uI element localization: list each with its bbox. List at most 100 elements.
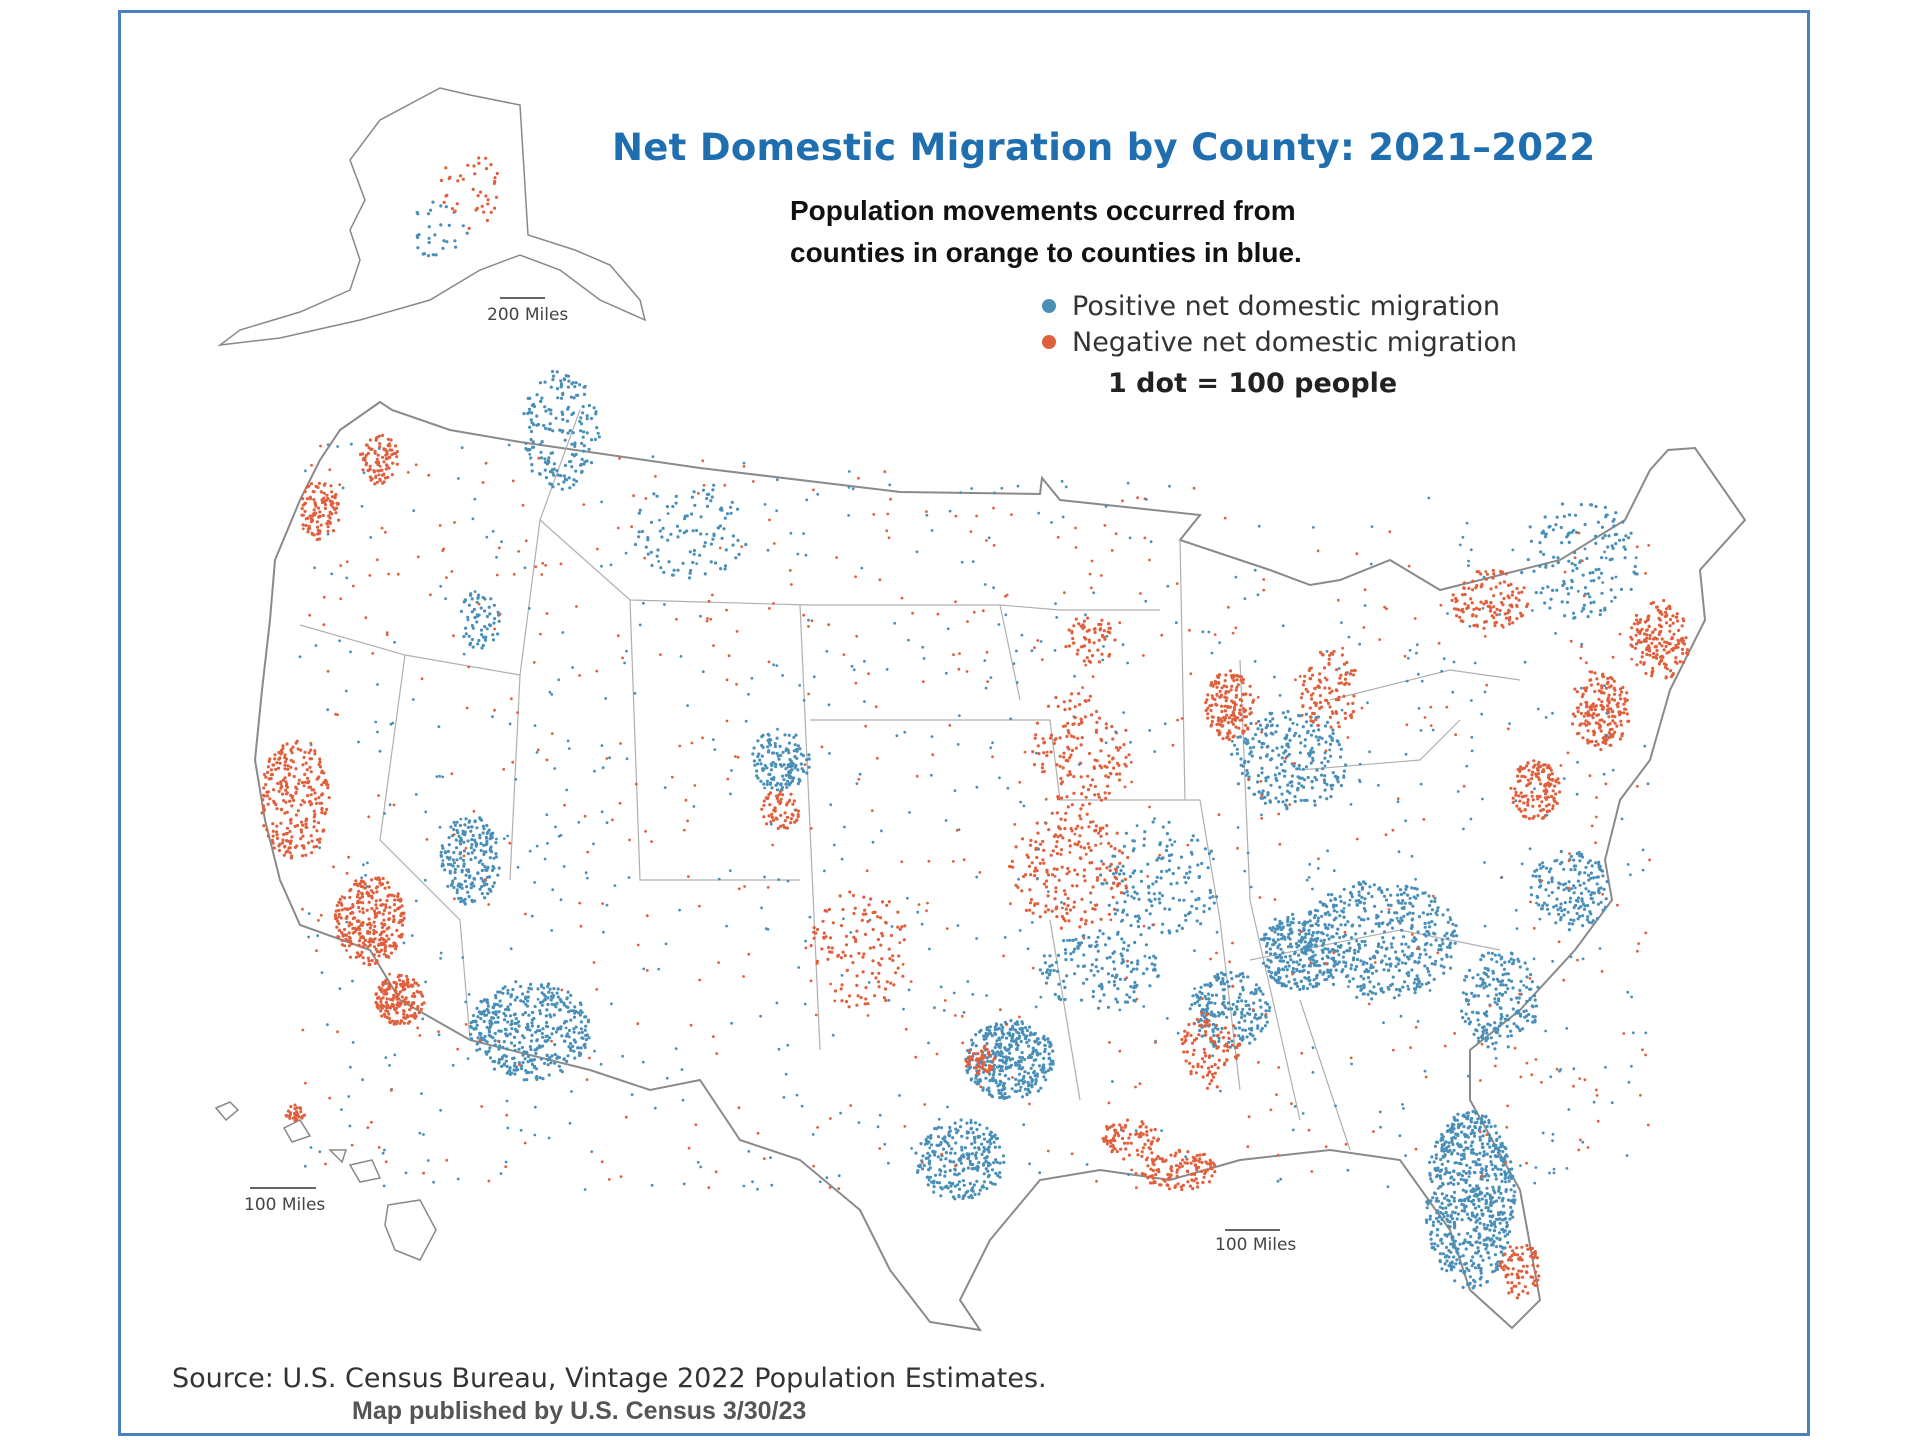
migration-dot: [1027, 1089, 1031, 1093]
migration-dot: [1571, 922, 1575, 926]
migration-dot: [1468, 1166, 1472, 1170]
migration-dot: [1360, 939, 1364, 944]
migration-dot: [939, 1194, 943, 1198]
migration-dot: [463, 879, 467, 883]
migration-dot: [1476, 1246, 1480, 1250]
migration-dot: [1310, 786, 1314, 790]
migration-dot: [827, 703, 831, 707]
migration-dot: [1427, 921, 1431, 925]
migration-dot: [1552, 555, 1556, 559]
migration-dot: [1129, 985, 1133, 989]
migration-dot: [1402, 953, 1406, 957]
migration-dot: [1328, 742, 1333, 747]
migration-dot: [501, 1045, 505, 1049]
migration-dot: [339, 597, 343, 601]
migration-dot: [1472, 1131, 1476, 1135]
migration-dot: [1599, 608, 1603, 613]
migration-dot: [725, 924, 728, 928]
migration-dot: [1529, 893, 1534, 897]
migration-dot: [573, 1005, 577, 1009]
migration-dot: [1488, 1136, 1492, 1140]
migration-dot: [506, 1020, 510, 1024]
migration-dot: [1185, 871, 1189, 876]
migration-dot: [472, 877, 477, 881]
migration-dot: [982, 1180, 987, 1184]
migration-dot: [464, 817, 468, 821]
migration-dot: [1513, 1190, 1517, 1194]
migration-dot: [1135, 824, 1139, 828]
migration-dot: [582, 392, 587, 396]
migration-dot: [1460, 1130, 1464, 1134]
migration-dot: [562, 1057, 566, 1061]
migration-dot: [775, 751, 779, 756]
migration-dot: [460, 868, 464, 873]
migration-dot: [1472, 1227, 1476, 1231]
migration-dot: [1347, 903, 1351, 907]
migration-dot: [438, 825, 442, 829]
migration-dot: [1474, 1220, 1478, 1224]
migration-dot: [1296, 775, 1300, 779]
migration-dot: [1158, 891, 1162, 895]
migration-dot: [1226, 1001, 1230, 1005]
migration-dot: [954, 514, 958, 518]
migration-dot: [1539, 884, 1543, 888]
migration-dot: [637, 530, 641, 534]
migration-dot: [1493, 1165, 1498, 1169]
migration-dot: [1476, 973, 1480, 977]
migration-dot: [1614, 511, 1618, 515]
migration-dot: [1644, 1031, 1648, 1035]
migration-dot: [1442, 1147, 1446, 1151]
migration-dot: [1335, 932, 1339, 936]
migration-dot: [1003, 1074, 1008, 1078]
migration-dot: [1269, 783, 1273, 787]
migration-dot: [508, 1014, 513, 1018]
migration-dot: [1600, 869, 1605, 873]
migration-dot: [954, 1141, 958, 1145]
migration-dot: [989, 1142, 993, 1146]
migration-dot: [1523, 961, 1527, 965]
migration-dot: [1004, 1036, 1009, 1040]
migration-dot: [1399, 916, 1403, 920]
migration-dot: [1531, 609, 1534, 612]
migration-dot: [1423, 716, 1427, 719]
migration-dot: [1145, 967, 1149, 971]
migration-dot: [402, 941, 406, 945]
migration-dot: [1520, 570, 1524, 575]
migration-dot: [1037, 511, 1041, 515]
migration-dot: [1577, 906, 1581, 910]
migration-dot: [1621, 520, 1625, 524]
migration-dot: [468, 643, 472, 647]
migration-dot: [945, 927, 949, 930]
migration-dot: [1203, 983, 1207, 987]
migration-dot: [1447, 1264, 1451, 1268]
migration-dot: [1348, 898, 1352, 902]
migration-dot: [1548, 524, 1552, 528]
migration-dot: [485, 1040, 489, 1044]
migration-dot: [1462, 1152, 1466, 1156]
migration-dot: [1277, 753, 1281, 757]
migration-dot: [521, 1000, 526, 1004]
migration-dot: [1321, 902, 1325, 906]
migration-dot: [1420, 982, 1424, 986]
migration-dot: [1480, 1042, 1484, 1046]
migration-dot: [493, 1031, 497, 1036]
migration-dot: [918, 1165, 922, 1169]
migration-dot: [1053, 649, 1057, 652]
migration-dot: [1276, 938, 1280, 942]
migration-dot: [1464, 1261, 1468, 1265]
migration-dot: [1475, 1011, 1479, 1015]
migration-dot: [1267, 965, 1271, 969]
migration-dot: [690, 495, 695, 499]
migration-dot: [1229, 970, 1233, 975]
migration-dot: [418, 1034, 422, 1037]
migration-dot: [1425, 929, 1429, 934]
migration-dot: [1594, 568, 1598, 572]
migration-dot: [502, 1011, 506, 1016]
migration-dot: [1288, 791, 1292, 795]
migration-dot: [1472, 994, 1476, 999]
migration-dot: [1487, 1139, 1492, 1143]
migration-dot: [1259, 1015, 1263, 1020]
migration-dot: [1466, 1002, 1471, 1006]
migration-dot: [593, 437, 598, 442]
migration-dot: [978, 1123, 982, 1127]
